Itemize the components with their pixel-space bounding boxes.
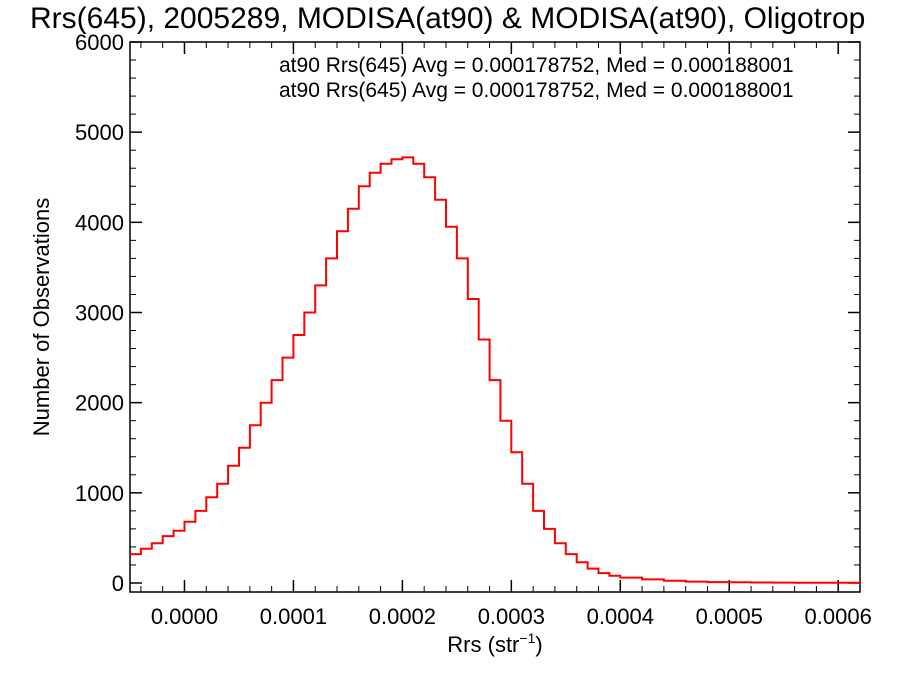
- plot-frame: [129, 41, 861, 593]
- histogram-step-line: [130, 156, 860, 584]
- x-tick-label: 0.0005: [696, 604, 763, 629]
- y-tick-label: 4000: [75, 210, 124, 235]
- x-axis-label-exponent: −1: [519, 630, 535, 646]
- x-tick-label: 0.0004: [587, 604, 654, 629]
- x-axis-label-main: Rrs (str: [447, 632, 519, 657]
- y-tick-label: 6000: [75, 30, 124, 55]
- y-axis-label: Number of Observations: [29, 198, 54, 436]
- x-tick-label: 0.0002: [369, 604, 436, 629]
- y-tick-label: 2000: [75, 391, 124, 416]
- y-axis-ticks: 0 1000 2000 3000 4000 5000 6000: [75, 30, 860, 596]
- x-tick-label: 0.0000: [151, 604, 218, 629]
- y-tick-label: 0: [112, 571, 124, 596]
- annotation-avg-med-red: at90 Rrs(645) Avg = 0.000178752, Med = 0…: [279, 79, 794, 102]
- y-tick-label: 5000: [75, 120, 124, 145]
- y-tick-label: 1000: [75, 481, 124, 506]
- chart-title: Rrs(645), 2005289, MODISA(at90) & MODISA…: [30, 2, 865, 35]
- x-tick-label: 0.0006: [805, 604, 872, 629]
- x-axis-ticks: 0.0000 0.0001 0.0002 0.0003 0.0004 0.0005 0.00…: [140, 42, 872, 629]
- annotation-avg-med-black: at90 Rrs(645) Avg = 0.000178752, Med = 0…: [279, 54, 794, 77]
- x-tick-label: 0.0003: [478, 604, 545, 629]
- x-axis-label: Rrs (str−1): [447, 630, 542, 657]
- y-tick-label: 3000: [75, 300, 124, 325]
- x-tick-label: 0.0001: [260, 604, 327, 629]
- x-axis-label-close: ): [535, 632, 542, 657]
